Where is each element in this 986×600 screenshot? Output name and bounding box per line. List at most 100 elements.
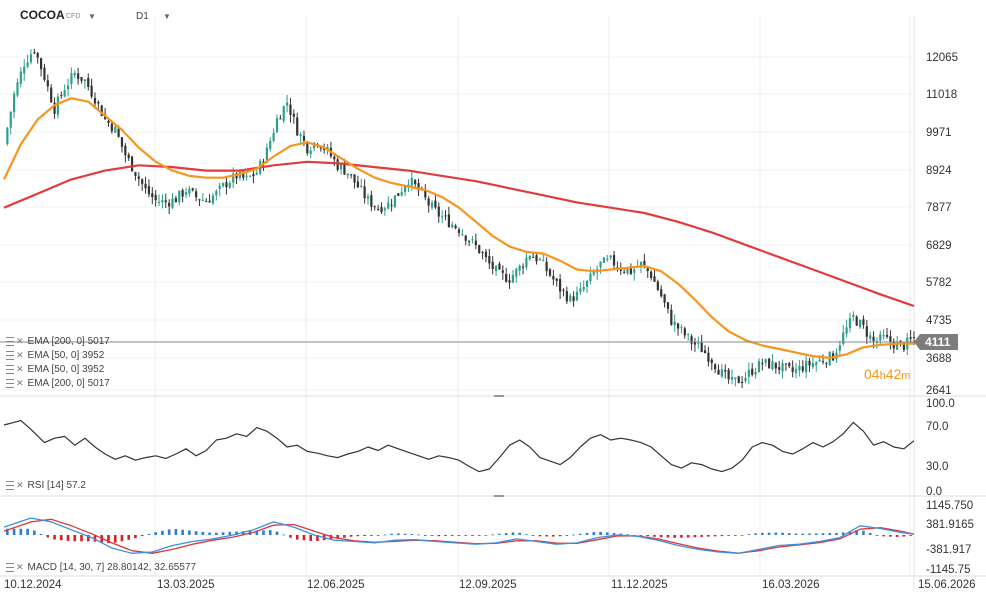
candle-body bbox=[215, 190, 218, 196]
candle-body bbox=[77, 73, 80, 80]
indicator-label-ema50[interactable]: ✕ EMA [50, 0] 3952 bbox=[6, 364, 104, 375]
candle-body bbox=[29, 54, 33, 63]
macd-histogram-bar bbox=[181, 529, 184, 535]
candle-body bbox=[13, 93, 16, 113]
candle-body bbox=[437, 206, 440, 217]
menu-icon[interactable] bbox=[6, 364, 14, 374]
menu-icon[interactable] bbox=[6, 336, 14, 346]
candle-body bbox=[508, 280, 511, 283]
x-axis-date-label: 13.03.2025 bbox=[157, 579, 215, 591]
candle-body bbox=[360, 185, 363, 187]
indicator-label-ema200[interactable]: ✕ EMA [200, 0] 5017 bbox=[6, 336, 110, 347]
close-icon[interactable]: ✕ bbox=[16, 562, 24, 572]
candle-body bbox=[720, 369, 723, 377]
candle-body bbox=[747, 369, 750, 377]
macd-histogram-bar bbox=[93, 535, 97, 542]
menu-icon[interactable] bbox=[6, 562, 14, 572]
candle-body bbox=[205, 201, 208, 203]
candle-body bbox=[461, 234, 464, 236]
chevron-down-icon[interactable]: ▼ bbox=[88, 12, 96, 21]
macd-tick-label: 1145.750 bbox=[926, 500, 973, 512]
symbol-name[interactable]: COCOA bbox=[20, 8, 65, 22]
candle-body bbox=[848, 318, 852, 329]
candle-body bbox=[427, 198, 430, 206]
close-icon[interactable]: ✕ bbox=[16, 336, 24, 346]
candle-body bbox=[201, 199, 204, 201]
macd-histogram-bar bbox=[599, 531, 602, 535]
candle-body bbox=[63, 90, 66, 97]
indicator-label-rsi[interactable]: ✕ RSI [14] 57.2 bbox=[6, 480, 86, 491]
macd-histogram-bar bbox=[875, 535, 879, 536]
candle-body bbox=[53, 102, 56, 114]
candle-body bbox=[9, 111, 12, 128]
menu-icon[interactable] bbox=[6, 480, 14, 490]
macd-histogram-bar bbox=[26, 528, 29, 535]
close-icon[interactable]: ✕ bbox=[16, 378, 24, 388]
macd-histogram-bar bbox=[498, 533, 501, 535]
indicator-label-ema200[interactable]: ✕ EMA [200, 0] 5017 bbox=[6, 378, 110, 389]
current-price-label: 4111 bbox=[925, 335, 951, 349]
close-icon[interactable]: ✕ bbox=[16, 350, 24, 360]
menu-icon[interactable] bbox=[6, 378, 14, 388]
candle-countdown: 04h42m bbox=[864, 366, 910, 382]
close-icon[interactable]: ✕ bbox=[16, 364, 24, 374]
indicator-label-ema50[interactable]: ✕ EMA [50, 0] 3952 bbox=[6, 350, 104, 361]
indicator-label-macd[interactable]: ✕ MACD [14, 30, 7] 28.80142, 32.65577 bbox=[6, 562, 196, 573]
candle-body bbox=[882, 335, 885, 337]
price-tick-label: 11018 bbox=[926, 89, 957, 101]
candle-body bbox=[414, 179, 417, 185]
macd-histogram-bar bbox=[794, 533, 798, 535]
candle-body bbox=[794, 368, 798, 373]
candle-body bbox=[114, 126, 117, 133]
macd-histogram-bar bbox=[646, 535, 650, 537]
rsi-tick-label: 100.0 bbox=[926, 398, 955, 410]
candle-body bbox=[555, 278, 558, 281]
candle-body bbox=[46, 80, 49, 87]
candle-body bbox=[444, 215, 447, 217]
candle-body bbox=[569, 295, 572, 302]
macd-histogram-bar bbox=[302, 535, 306, 541]
candle-body bbox=[356, 181, 359, 188]
candle-body bbox=[565, 291, 568, 302]
macd-histogram-bar bbox=[504, 533, 508, 535]
candle-body bbox=[488, 256, 491, 264]
candle-body bbox=[815, 362, 818, 366]
candle-body bbox=[505, 274, 508, 282]
candle-body bbox=[299, 134, 302, 136]
macd-histogram-bar bbox=[740, 535, 744, 536]
candle-body bbox=[441, 216, 444, 218]
candle-body bbox=[208, 200, 211, 203]
candle-body bbox=[511, 275, 515, 283]
candle-body bbox=[639, 261, 643, 267]
candle-body bbox=[410, 177, 413, 186]
candle-body bbox=[862, 319, 865, 325]
macd-histogram-bar bbox=[127, 535, 131, 540]
candle-body bbox=[757, 361, 761, 373]
macd-histogram-bar bbox=[450, 535, 454, 536]
macd-histogram-bar bbox=[161, 530, 164, 535]
macd-histogram-bar bbox=[154, 532, 157, 535]
macd-histogram-bar bbox=[666, 535, 670, 538]
candle-body bbox=[174, 198, 177, 203]
candle-body bbox=[343, 164, 346, 175]
macd-histogram-bar bbox=[727, 535, 730, 536]
macd-histogram-bar bbox=[80, 535, 83, 542]
candle-body bbox=[245, 175, 248, 177]
candle-body bbox=[784, 363, 788, 365]
symbol-tag: CFD bbox=[66, 13, 81, 20]
macd-histogram-bar bbox=[673, 535, 677, 538]
candle-body bbox=[673, 321, 676, 325]
close-icon[interactable]: ✕ bbox=[16, 480, 24, 490]
indicator-text: EMA [200, 0] 5017 bbox=[27, 336, 110, 347]
candle-body bbox=[36, 53, 39, 58]
candle-body bbox=[269, 140, 272, 150]
macd-histogram-bar bbox=[363, 535, 366, 537]
timeframe-selector[interactable]: D1 bbox=[136, 11, 149, 22]
candle-body bbox=[6, 127, 9, 144]
macd-histogram-bar bbox=[336, 535, 339, 539]
menu-icon[interactable] bbox=[6, 350, 14, 360]
chevron-down-icon[interactable]: ▼ bbox=[163, 12, 171, 21]
macd-histogram-bar bbox=[579, 533, 582, 535]
macd-histogram-bar bbox=[410, 534, 414, 535]
